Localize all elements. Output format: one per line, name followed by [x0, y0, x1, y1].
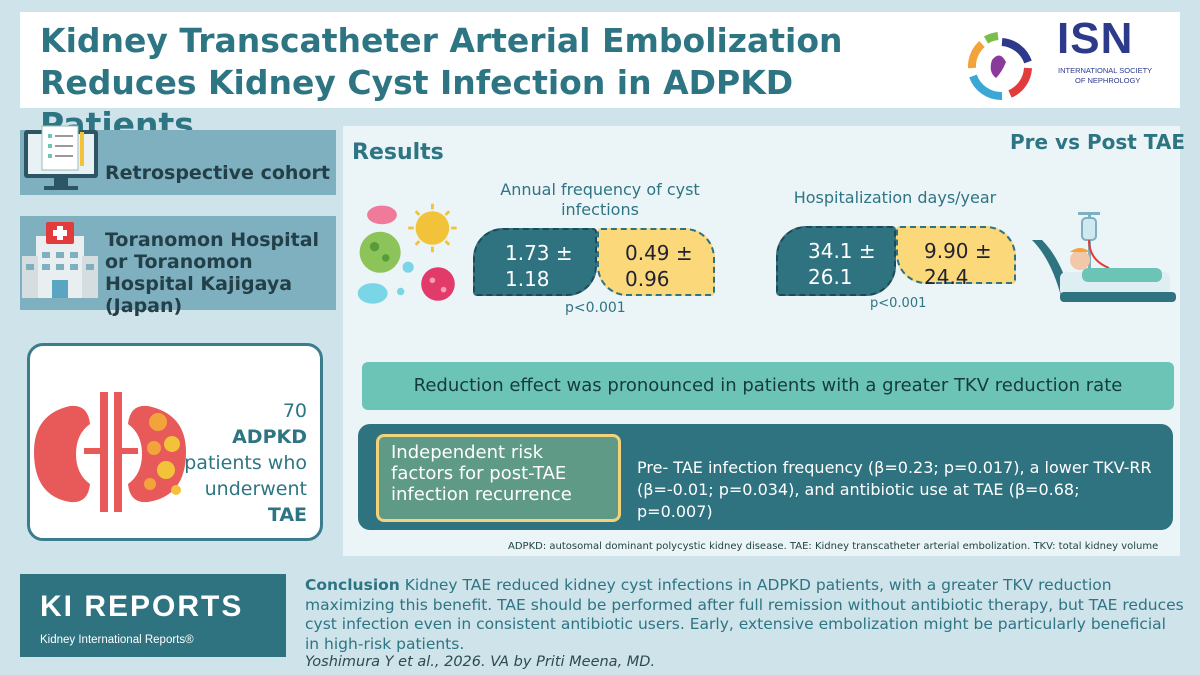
citation: Yoshimura Y et al., 2026. VA by Priti Me… — [305, 654, 656, 670]
hospital-icon — [22, 222, 98, 298]
risk-factors-text: Pre- TAE infection frequency (β=0.23; p=… — [637, 458, 1152, 521]
hospital-label: Toranomon Hospital or Toranomon Hospital… — [105, 229, 320, 317]
patients-disease: ADPKD — [232, 426, 307, 448]
results-title: Results — [352, 140, 444, 165]
bacteria-icon — [357, 203, 457, 304]
annual-pre-value: 1.73 ± 1.18 — [473, 228, 597, 296]
ki-reports-logo-text: KI REPORTS — [40, 590, 244, 623]
annual-frequency-title: Annual frequency of cyst infections — [500, 180, 700, 219]
ki-reports-logo-box — [20, 574, 286, 657]
reduction-effect-banner: Reduction effect was pronounced in patie… — [362, 362, 1174, 410]
patients-procedure: TAE — [267, 504, 307, 526]
page-title: Kidney Transcatheter Arterial Embolizati… — [40, 21, 843, 144]
patients-count: 70 — [282, 400, 307, 422]
kidney-icon — [34, 392, 186, 512]
abbreviations-footnote: ADPKD: autosomal dominant polycystic kid… — [508, 541, 1159, 552]
patients-summary: 70 ADPKD patients who underwent TAE — [175, 398, 307, 528]
hospital-bed-patient-icon — [1032, 212, 1176, 302]
comparison-title: Pre vs Post TAE — [1010, 130, 1186, 154]
annual-post-value: 0.49 ± 0.96 — [597, 228, 715, 296]
conclusion-text: Kidney TAE reduced kidney cyst infection… — [305, 576, 1184, 653]
hospitalization-title: Hospitalization days/year — [793, 188, 997, 207]
isn-logo-icon — [967, 32, 1032, 100]
hospitalization-post-value: 9.90 ± 24.4 — [896, 226, 1016, 289]
annual-p-value: p<0.001 — [565, 300, 626, 316]
isn-logo-subtitle-2: OF NEPHROLOGY — [1075, 76, 1141, 85]
header-banner: Kidney Transcatheter Arterial Embolizati… — [20, 12, 1180, 144]
conclusion-label: Conclusion — [305, 576, 400, 594]
cohort-label: Retrospective cohort — [105, 162, 330, 184]
computer-checklist-icon — [24, 125, 98, 190]
isn-logo-subtitle: INTERNATIONAL SOCIETY — [1058, 66, 1153, 75]
ki-reports-subtitle: Kidney International Reports® — [40, 634, 194, 646]
conclusion: Conclusion Kidney TAE reduced kidney cys… — [305, 576, 1185, 654]
risk-factors-label: Independent risk factors for post-TAE in… — [376, 434, 621, 522]
hospitalization-pre-value: 34.1 ± 26.1 — [776, 226, 896, 296]
isn-logo-text: ISN — [1057, 14, 1134, 63]
patients-description: patients who underwent — [184, 452, 307, 500]
hospitalization-p-value: p<0.001 — [870, 296, 927, 311]
